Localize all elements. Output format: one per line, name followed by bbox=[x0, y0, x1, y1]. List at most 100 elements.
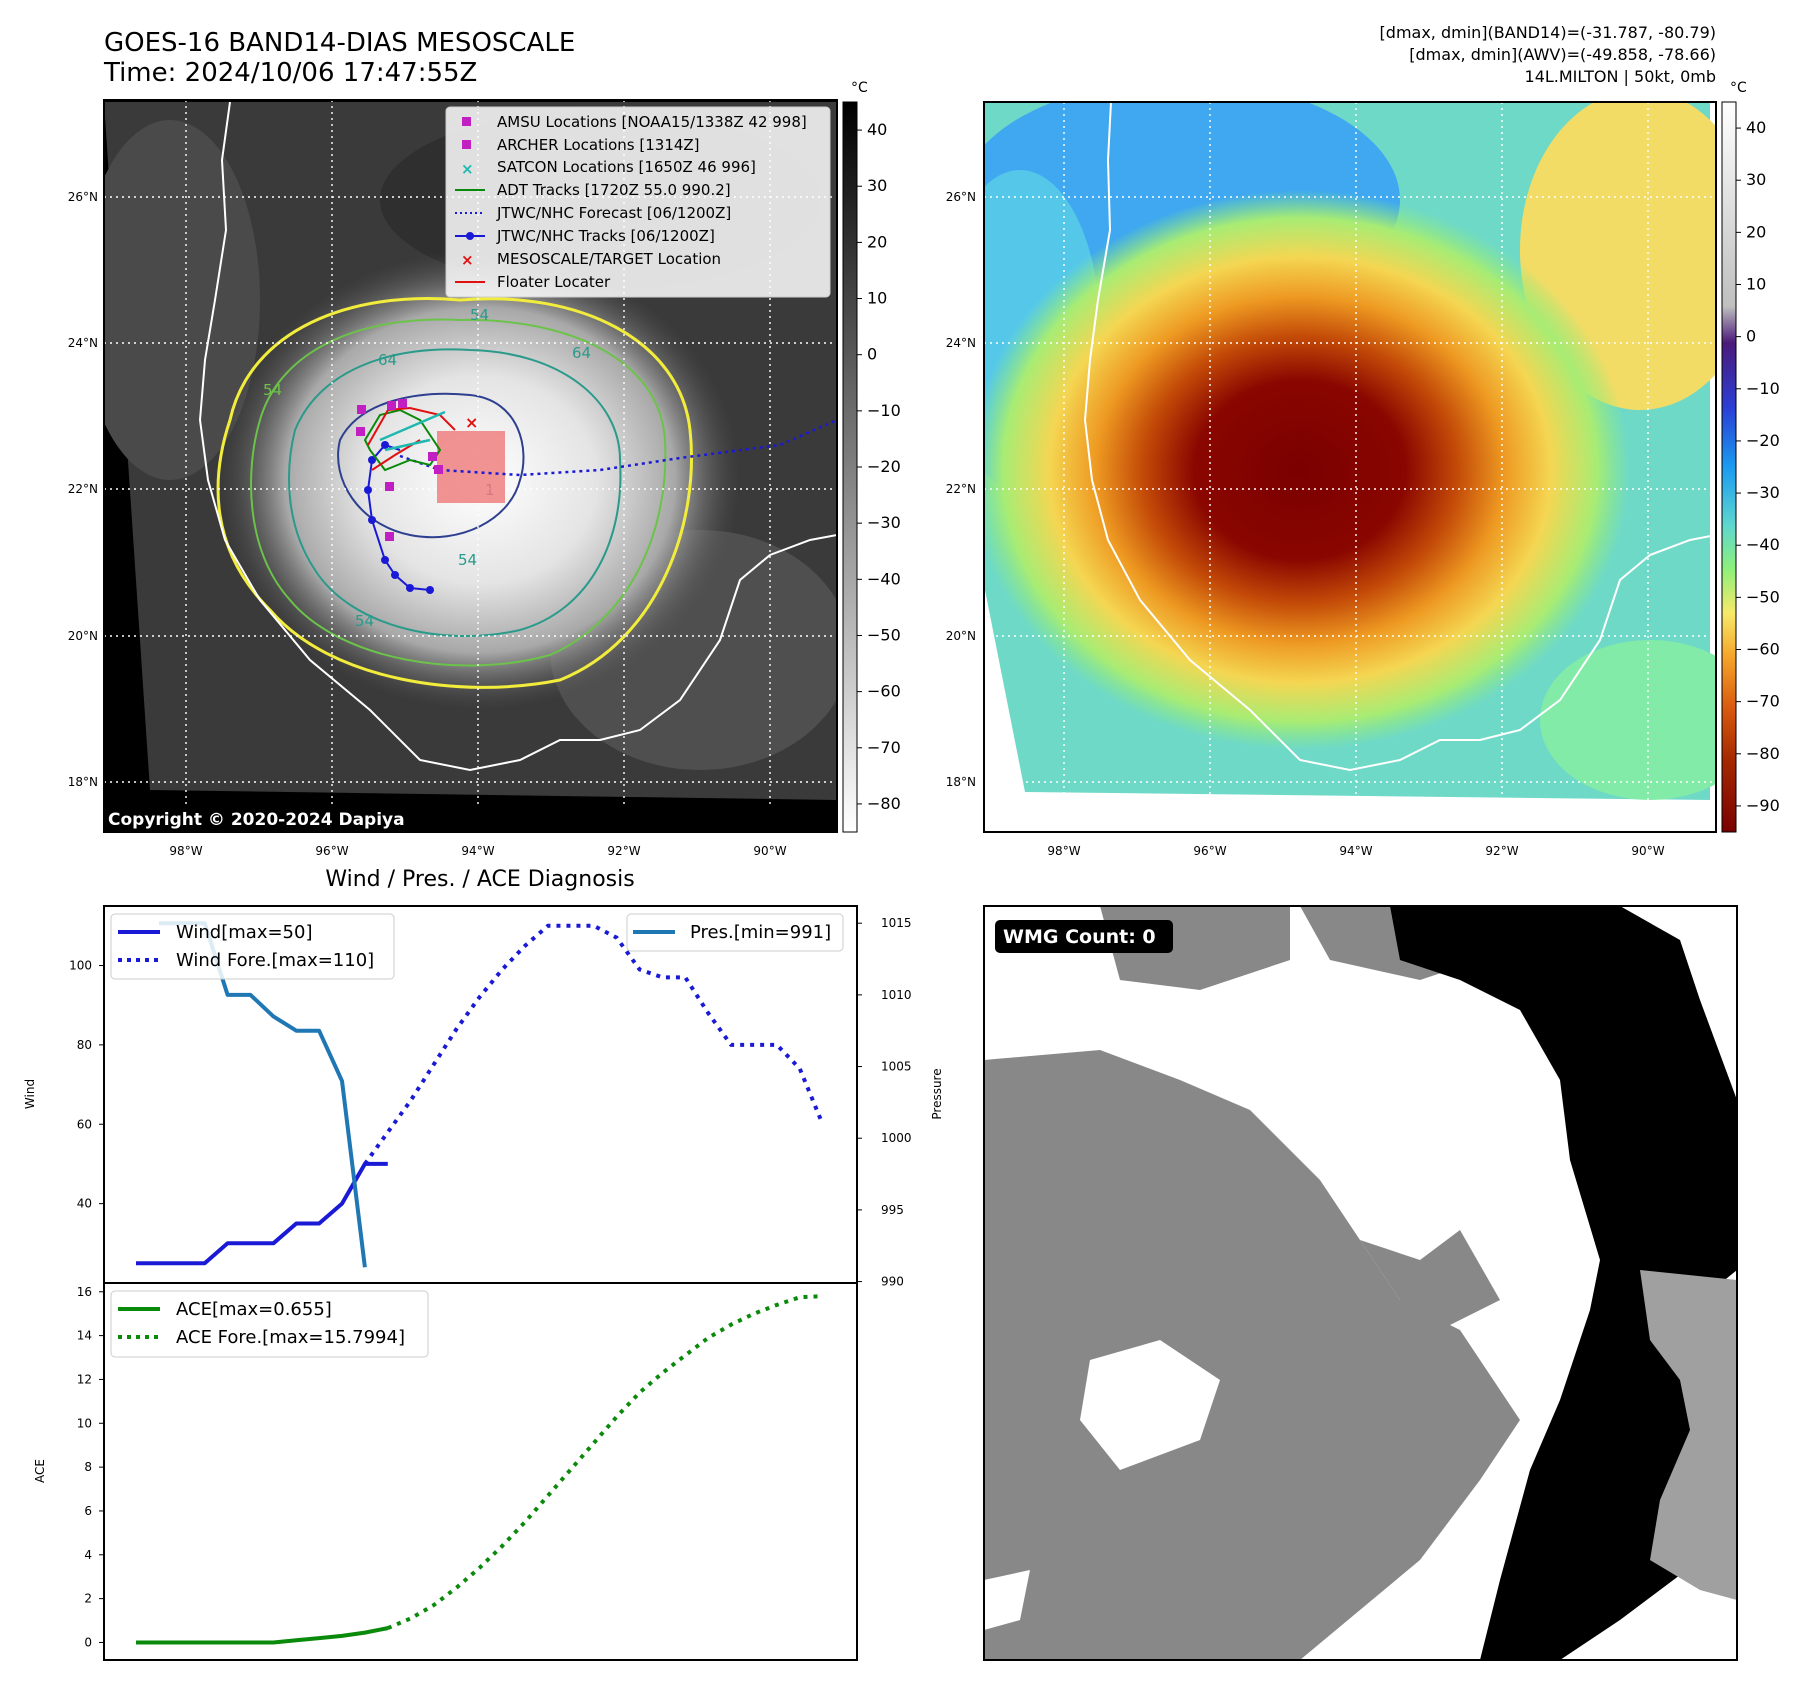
svg-text:°C: °C bbox=[1730, 80, 1747, 96]
svg-text:20°N: 20°N bbox=[68, 629, 98, 643]
colorbar-tick-label: 40 bbox=[1746, 118, 1766, 137]
pressure-axis-label: Pressure bbox=[930, 1068, 944, 1119]
colorbar-tick-label: −30 bbox=[867, 513, 901, 532]
legend-satcon: SATCON Locations [1650Z 46 996] bbox=[497, 158, 756, 176]
svg-text:92°W: 92°W bbox=[1485, 844, 1518, 858]
colorbar-tick-label: 20 bbox=[1746, 222, 1766, 241]
svg-text:22°N: 22°N bbox=[68, 482, 98, 496]
y-tick-label: 12 bbox=[77, 1372, 92, 1386]
legend-ace-forecast: ACE Fore.[max=15.7994] bbox=[176, 1327, 405, 1348]
legend-target: MESOSCALE/TARGET Location bbox=[497, 250, 721, 268]
y-tick-label: 4 bbox=[84, 1548, 92, 1562]
svg-text:°C: °C bbox=[851, 80, 868, 96]
svg-text:26°N: 26°N bbox=[68, 190, 98, 204]
colorbar-tick-label: −50 bbox=[1746, 587, 1780, 606]
legend-pressure: Pres.[min=991] bbox=[690, 922, 831, 943]
wind-axis-label: Wind bbox=[23, 1079, 37, 1109]
info-band14: [dmax, dmin](BAND14)=(-31.787, -80.79) bbox=[1380, 23, 1716, 42]
svg-text:94°W: 94°W bbox=[1339, 844, 1372, 858]
pressure-legend: Pres.[min=991] bbox=[626, 913, 844, 952]
svg-text:90°W: 90°W bbox=[753, 844, 786, 858]
colorbar-tick-label: 20 bbox=[867, 232, 887, 251]
copyright-text: Copyright © 2020-2024 Dapiya bbox=[108, 810, 405, 830]
svg-text:96°W: 96°W bbox=[315, 844, 348, 858]
y2-tick-label: 1015 bbox=[881, 916, 912, 930]
colorbar-tick-label: −40 bbox=[1746, 535, 1780, 554]
colorbar-tick-label: −90 bbox=[1746, 796, 1780, 815]
coastline bbox=[198, 101, 837, 772]
map-band14-panel: 54 64 54 54 54 64 1 bbox=[103, 99, 838, 833]
main-title: GOES-16 BAND14-DIAS MESOSCALE bbox=[104, 28, 575, 58]
colorbar-tick-label: 0 bbox=[867, 345, 877, 364]
contour-teal bbox=[288, 348, 622, 637]
colorbar-tick-label: −70 bbox=[867, 738, 901, 757]
svg-text:20°N: 20°N bbox=[946, 629, 976, 643]
map1-lon-labels: 98°W 96°W 94°W 92°W 90°W bbox=[169, 844, 786, 858]
colorbar-tick-label: −40 bbox=[867, 569, 901, 588]
colorbar-tick-label: −20 bbox=[1746, 431, 1780, 450]
svg-text:92°W: 92°W bbox=[607, 844, 640, 858]
colorbar-tick-label: 0 bbox=[1746, 327, 1756, 346]
y2-tick-label: 990 bbox=[881, 1275, 904, 1289]
colorbar-tick-label: −60 bbox=[867, 682, 901, 701]
legend-archer: ARCHER Locations [1314Z] bbox=[497, 136, 700, 154]
contour-label: 64 bbox=[572, 344, 591, 362]
info-storm: 14L.MILTON | 50kt, 0mb bbox=[1525, 67, 1716, 86]
series-line-1 bbox=[387, 1294, 823, 1630]
svg-text:26°N: 26°N bbox=[946, 190, 976, 204]
legend-tracks: JTWC/NHC Tracks [06/1200Z] bbox=[496, 227, 715, 245]
colorbar-tick-label: 40 bbox=[867, 120, 887, 139]
contour-green bbox=[250, 318, 667, 667]
y-tick-label: 0 bbox=[84, 1635, 92, 1649]
svg-text:18°N: 18°N bbox=[946, 775, 976, 789]
ace-legend: ACE[max=0.655] ACE Fore.[max=15.7994] bbox=[110, 1290, 429, 1358]
wmg-count-label: WMG Count: 0 bbox=[1003, 926, 1156, 948]
time-stamp: Time: 2024/10/06 17:47:55Z bbox=[103, 58, 477, 88]
legend-amsu: AMSU Locations [NOAA15/1338Z 42 998] bbox=[497, 113, 807, 131]
legend-adt: ADT Tracks [1720Z 55.0 990.2] bbox=[497, 181, 731, 199]
wind-legend: Wind[max=50] Wind Fore.[max=110] bbox=[110, 913, 395, 980]
chart-title: Wind / Pres. / ACE Diagnosis bbox=[325, 867, 634, 892]
colorbar-tick-label: 30 bbox=[867, 176, 887, 195]
y-tick-label: 100 bbox=[69, 959, 92, 973]
series-line-0 bbox=[136, 1626, 389, 1645]
colorbar-gray: °C 40 30 20 10 0 −10 −20 −30 −40 −50 −60 −70 −80 bbox=[842, 80, 901, 833]
colorbar-tick-label: −70 bbox=[1746, 692, 1780, 711]
y-tick-label: 6 bbox=[84, 1504, 92, 1518]
contour-label: 54 bbox=[470, 306, 489, 324]
y-tick-label: 40 bbox=[77, 1197, 92, 1211]
legend-floater: Floater Locater bbox=[497, 273, 611, 291]
legend-forecast: JTWC/NHC Forecast [06/1200Z] bbox=[496, 204, 731, 222]
colorbar-tick-label: −80 bbox=[867, 794, 901, 813]
colorbar-tick-label: 10 bbox=[867, 289, 887, 308]
y-tick-label: 80 bbox=[77, 1038, 92, 1052]
legend-wind-forecast: Wind Fore.[max=110] bbox=[176, 950, 374, 971]
contour-label: 64 bbox=[378, 351, 397, 369]
colorbar-tick-label: −10 bbox=[1746, 379, 1780, 398]
svg-text:98°W: 98°W bbox=[1047, 844, 1080, 858]
colorbar-tick-label: 30 bbox=[1746, 170, 1766, 189]
colorbar-tick-label: −80 bbox=[1746, 744, 1780, 763]
wmg-panel: WMG Count: 0 bbox=[983, 905, 1738, 1661]
legend-wind: Wind[max=50] bbox=[176, 922, 313, 943]
svg-text:24°N: 24°N bbox=[946, 336, 976, 350]
legend-ace: ACE[max=0.655] bbox=[176, 1299, 332, 1320]
colorbar-tick-label: −20 bbox=[867, 457, 901, 476]
map2-lat-labels: 26°N 24°N 22°N 20°N 18°N bbox=[946, 190, 976, 789]
svg-text:22°N: 22°N bbox=[946, 482, 976, 496]
map2-lon-labels: 98°W 96°W 94°W 92°W 90°W bbox=[1047, 844, 1664, 858]
contour-navy bbox=[337, 392, 525, 539]
ace-axis-label: ACE bbox=[33, 1459, 47, 1483]
colorbar-tick-label: −50 bbox=[867, 625, 901, 644]
floater-box bbox=[437, 431, 505, 503]
map-awv-panel bbox=[983, 101, 1717, 833]
y-tick-label: 8 bbox=[84, 1460, 92, 1474]
svg-text:×: × bbox=[461, 160, 474, 178]
series-line-0 bbox=[136, 1161, 388, 1266]
y2-tick-label: 1005 bbox=[881, 1060, 912, 1074]
svg-text:18°N: 18°N bbox=[68, 775, 98, 789]
contour-outer-yellow bbox=[216, 297, 693, 689]
y-tick-label: 60 bbox=[77, 1117, 92, 1131]
contour-label: 54 bbox=[263, 381, 282, 399]
y2-tick-label: 1000 bbox=[881, 1131, 912, 1145]
